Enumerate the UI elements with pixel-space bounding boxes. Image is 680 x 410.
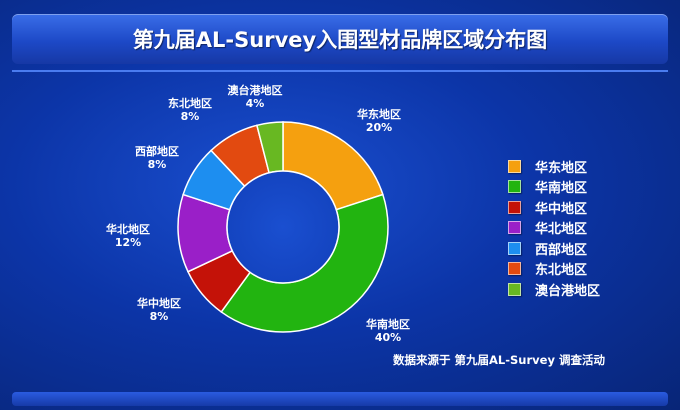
slice-label-name: 西部地区 [135, 145, 179, 158]
legend-swatch [508, 159, 521, 173]
slice-label-value: 4% [245, 97, 265, 110]
slice-label-5: 东北地区 8% [168, 97, 212, 123]
legend-item: 华东地区 [508, 156, 600, 177]
slice-label-value: 20% [365, 121, 393, 134]
legend-label: 华中地区 [535, 201, 588, 217]
legend-swatch [508, 200, 521, 214]
slice-label-name: 华南地区 [366, 318, 410, 331]
legend-swatch [508, 241, 521, 255]
slice-label-6: 澳台港地区 4% [228, 84, 283, 110]
title-bar: 第九届AL-Survey入围型材品牌区域分布图 [12, 14, 668, 64]
slice-label-name: 华北地区 [106, 223, 150, 236]
slice-label-1: 华南地区 40% [366, 318, 410, 344]
slice-label-name: 东北地区 [168, 97, 212, 110]
chart-title: 第九届AL-Survey入围型材品牌区域分布图 [132, 28, 548, 52]
legend-item: 西部地区 [508, 238, 600, 259]
legend-label: 西部地区 [535, 242, 588, 258]
slice-label-name: 澳台港地区 [227, 84, 283, 97]
legend-item: 华北地区 [508, 218, 600, 239]
slice-label-value: 12% [114, 236, 142, 249]
slice-label-value: 40% [374, 331, 402, 344]
slice-label-3: 华北地区 12% [106, 223, 150, 249]
legend-item: 东北地区 [508, 259, 600, 280]
legend-item: 澳台港地区 [508, 279, 600, 300]
donut-hole [226, 170, 340, 284]
bottom-bar [12, 392, 668, 406]
legend-swatch [508, 262, 521, 276]
legend-label: 澳台港地区 [535, 283, 601, 299]
title-divider [12, 70, 668, 72]
legend-label: 华东地区 [535, 160, 588, 176]
legend-item: 华中地区 [508, 197, 600, 218]
legend-swatch [508, 221, 521, 235]
legend-swatch [508, 282, 521, 296]
slice-label-name: 华中地区 [137, 297, 181, 310]
legend-label: 东北地区 [535, 263, 588, 279]
slice-label-name: 华东地区 [357, 108, 401, 121]
slice-label-value: 8% [180, 110, 200, 123]
legend-item: 华南地区 [508, 177, 600, 198]
legend-swatch [508, 180, 521, 194]
slice-label-value: 8% [149, 310, 169, 323]
slice-label-2: 华中地区 8% [137, 297, 181, 323]
source-note: 数据来源于 第九届AL-Survey 调查活动 [393, 353, 605, 367]
slice-label-0: 华东地区 20% [357, 108, 401, 134]
slice-label-4: 西部地区 8% [135, 145, 179, 171]
legend: 华东地区华南地区华中地区华北地区西部地区东北地区澳台港地区 [508, 156, 600, 300]
slice-label-value: 8% [147, 158, 167, 171]
legend-label: 华南地区 [535, 181, 588, 197]
legend-label: 华北地区 [535, 222, 588, 238]
